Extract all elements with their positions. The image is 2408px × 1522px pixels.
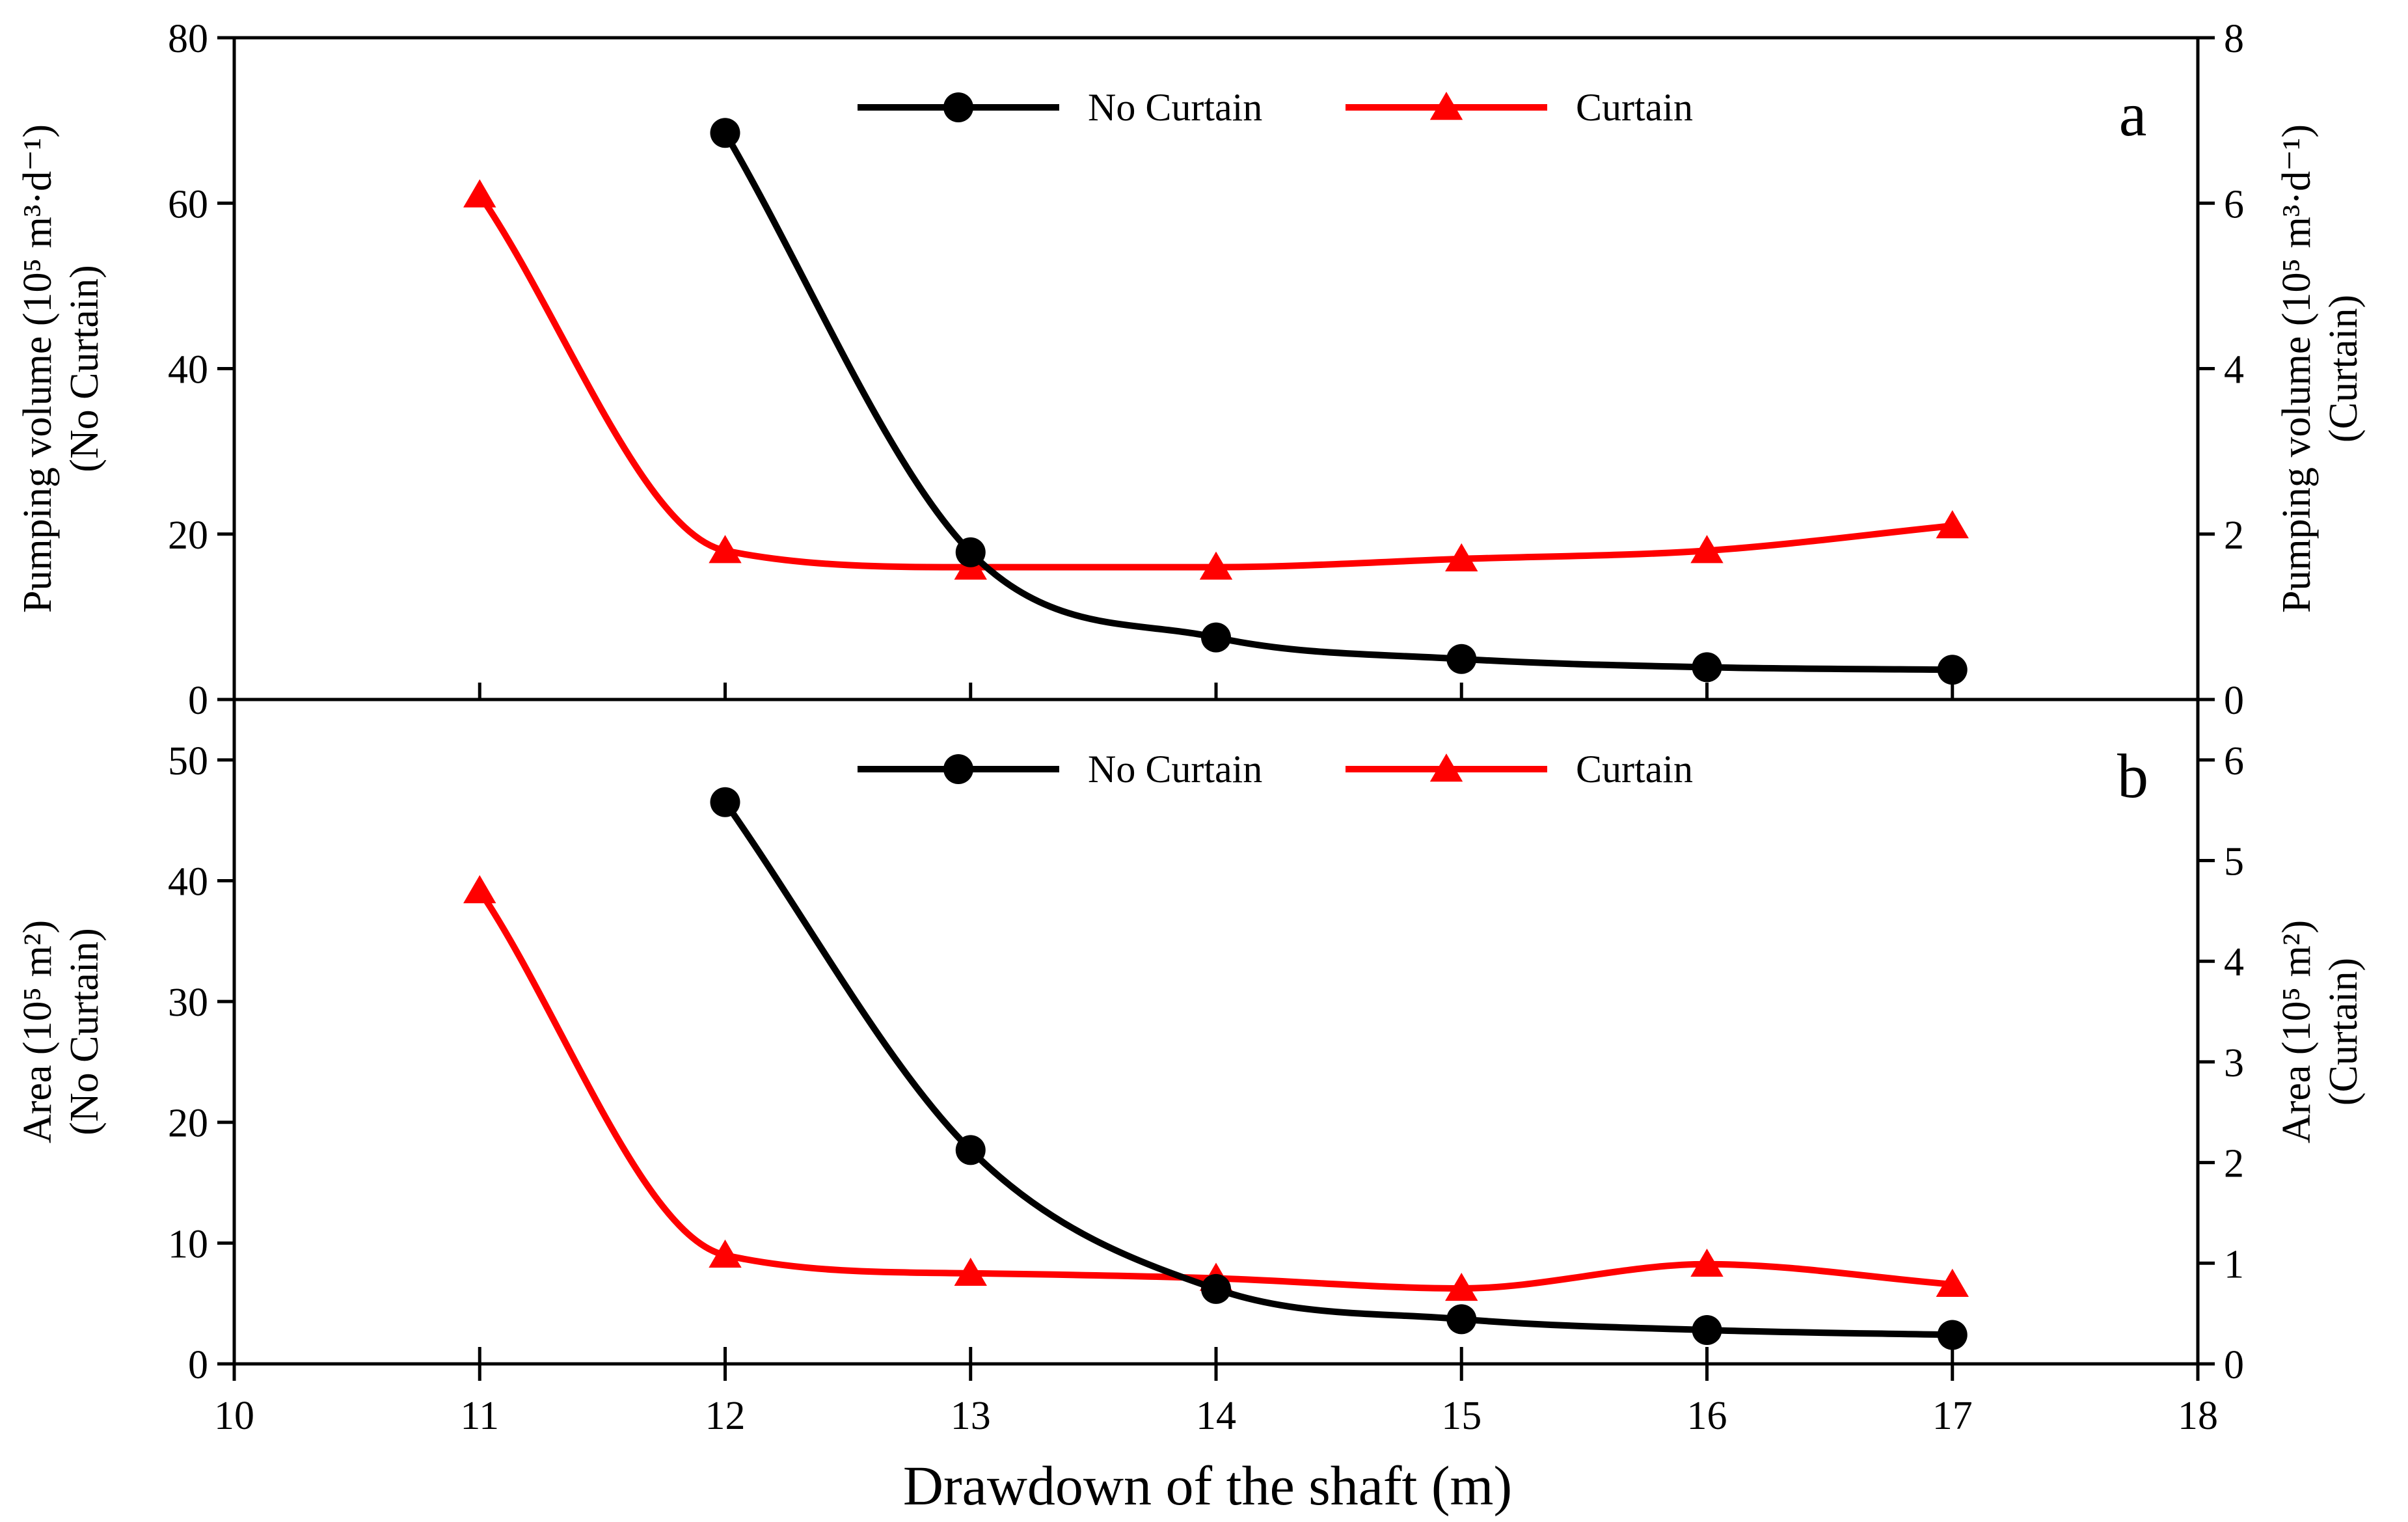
- series-curtain: [463, 179, 1969, 580]
- left-y-axis-title: Pumping volume (10⁵ m³·d⁻¹): [16, 124, 60, 613]
- legend-marker: [1429, 92, 1463, 120]
- data-point: [1201, 622, 1231, 653]
- data-point: [463, 875, 496, 904]
- right-tick-label: 5: [2224, 840, 2244, 884]
- x-tick-label: 16: [1687, 1394, 1727, 1438]
- data-point: [1446, 644, 1477, 674]
- data-point: [710, 787, 740, 817]
- x-tick-label: 12: [705, 1394, 746, 1438]
- right-tick-label: 6: [2224, 182, 2244, 226]
- x-tick-label: 15: [1441, 1394, 1481, 1438]
- right-y-axis-title: (Curtain): [2321, 295, 2366, 442]
- right-tick-label: 4: [2224, 940, 2244, 985]
- legend: No Curtain Curtain: [858, 86, 1693, 129]
- legend-marker: [1429, 754, 1463, 782]
- right-tick-label: 2: [2224, 513, 2244, 558]
- left-y-axis-title: (No Curtain): [62, 928, 107, 1135]
- data-point: [1690, 535, 1724, 564]
- panel-a: 0 20 40 60 80 0 2 4 6 8 Pumping volume (10⁵ m³·d⁻¹…: [16, 17, 2366, 723]
- left-tick-label: 40: [168, 860, 208, 904]
- x-tick-label: 14: [1196, 1394, 1236, 1438]
- series-no-curtain: [710, 118, 1968, 685]
- legend-marker: [943, 92, 973, 122]
- left-tick-label: 10: [168, 1222, 208, 1266]
- shared-x-axis: 10 11 12 13 14 15 16 17 18: [214, 1364, 2218, 1438]
- data-point: [1446, 1304, 1477, 1335]
- data-point: [1199, 551, 1233, 580]
- left-tick-label: 60: [168, 182, 208, 226]
- data-point: [1690, 1248, 1724, 1277]
- left-tick-label: 80: [168, 17, 208, 61]
- left-y-axis-title: (No Curtain): [62, 265, 107, 472]
- data-point: [1937, 1320, 1968, 1350]
- data-point: [710, 118, 740, 148]
- x-tick-label: 17: [1932, 1394, 1973, 1438]
- right-y-axis-title: (Curtain): [2321, 958, 2366, 1106]
- data-point: [1692, 1315, 1722, 1346]
- data-point: [1445, 543, 1478, 572]
- x-tick-label: 13: [951, 1394, 991, 1438]
- right-tick-label: 0: [2224, 679, 2244, 723]
- x-tick-label: 11: [460, 1394, 499, 1438]
- data-point: [955, 537, 986, 567]
- data-point: [1201, 1273, 1231, 1304]
- data-point: [709, 535, 742, 564]
- left-tick-label: 30: [168, 981, 208, 1025]
- right-tick-label: 1: [2224, 1242, 2244, 1286]
- panel-letter: b: [2117, 741, 2148, 811]
- data-point: [709, 1239, 742, 1268]
- data-point: [1445, 1272, 1478, 1301]
- series-no-curtain: [710, 787, 1968, 1350]
- data-point: [1936, 510, 1969, 539]
- left-tick-label: 0: [188, 679, 208, 723]
- data-point: [463, 179, 496, 208]
- right-y-axis-title: Pumping volume (10⁵ m³·d⁻¹): [2275, 124, 2319, 613]
- data-point: [1937, 655, 1968, 685]
- legend-label: No Curtain: [1088, 748, 1262, 791]
- left-y-axis-title: Area (10⁵ m²): [16, 920, 60, 1143]
- data-point: [955, 1135, 986, 1165]
- right-tick-label: 2: [2224, 1142, 2244, 1186]
- series-line: [722, 798, 1956, 1339]
- data-point: [954, 1257, 987, 1286]
- data-point: [1692, 652, 1722, 683]
- right-tick-label: 6: [2224, 739, 2244, 783]
- left-tick-label: 40: [168, 348, 208, 392]
- right-tick-label: 3: [2224, 1041, 2244, 1085]
- data-point: [1936, 1268, 1969, 1297]
- left-tick-label: 20: [168, 1102, 208, 1146]
- legend-marker: [943, 754, 973, 784]
- legend: No Curtain Curtain: [858, 748, 1693, 791]
- right-tick-label: 8: [2224, 17, 2244, 61]
- right-tick-label: 0: [2224, 1343, 2244, 1387]
- right-tick-label: 4: [2224, 348, 2244, 392]
- x-tick-label: 10: [214, 1394, 254, 1438]
- left-tick-label: 0: [188, 1343, 208, 1387]
- x-tick-label: 18: [2178, 1394, 2218, 1438]
- legend-label: Curtain: [1576, 748, 1693, 791]
- left-tick-label: 20: [168, 513, 208, 558]
- left-tick-label: 50: [168, 739, 208, 783]
- panel-letter: a: [2119, 79, 2147, 149]
- legend-label: Curtain: [1576, 86, 1693, 129]
- legend-label: No Curtain: [1088, 86, 1262, 129]
- right-y-axis-title: Area (10⁵ m²): [2275, 920, 2319, 1143]
- x-axis-label: Drawdown of the shaft (m): [903, 1454, 1512, 1517]
